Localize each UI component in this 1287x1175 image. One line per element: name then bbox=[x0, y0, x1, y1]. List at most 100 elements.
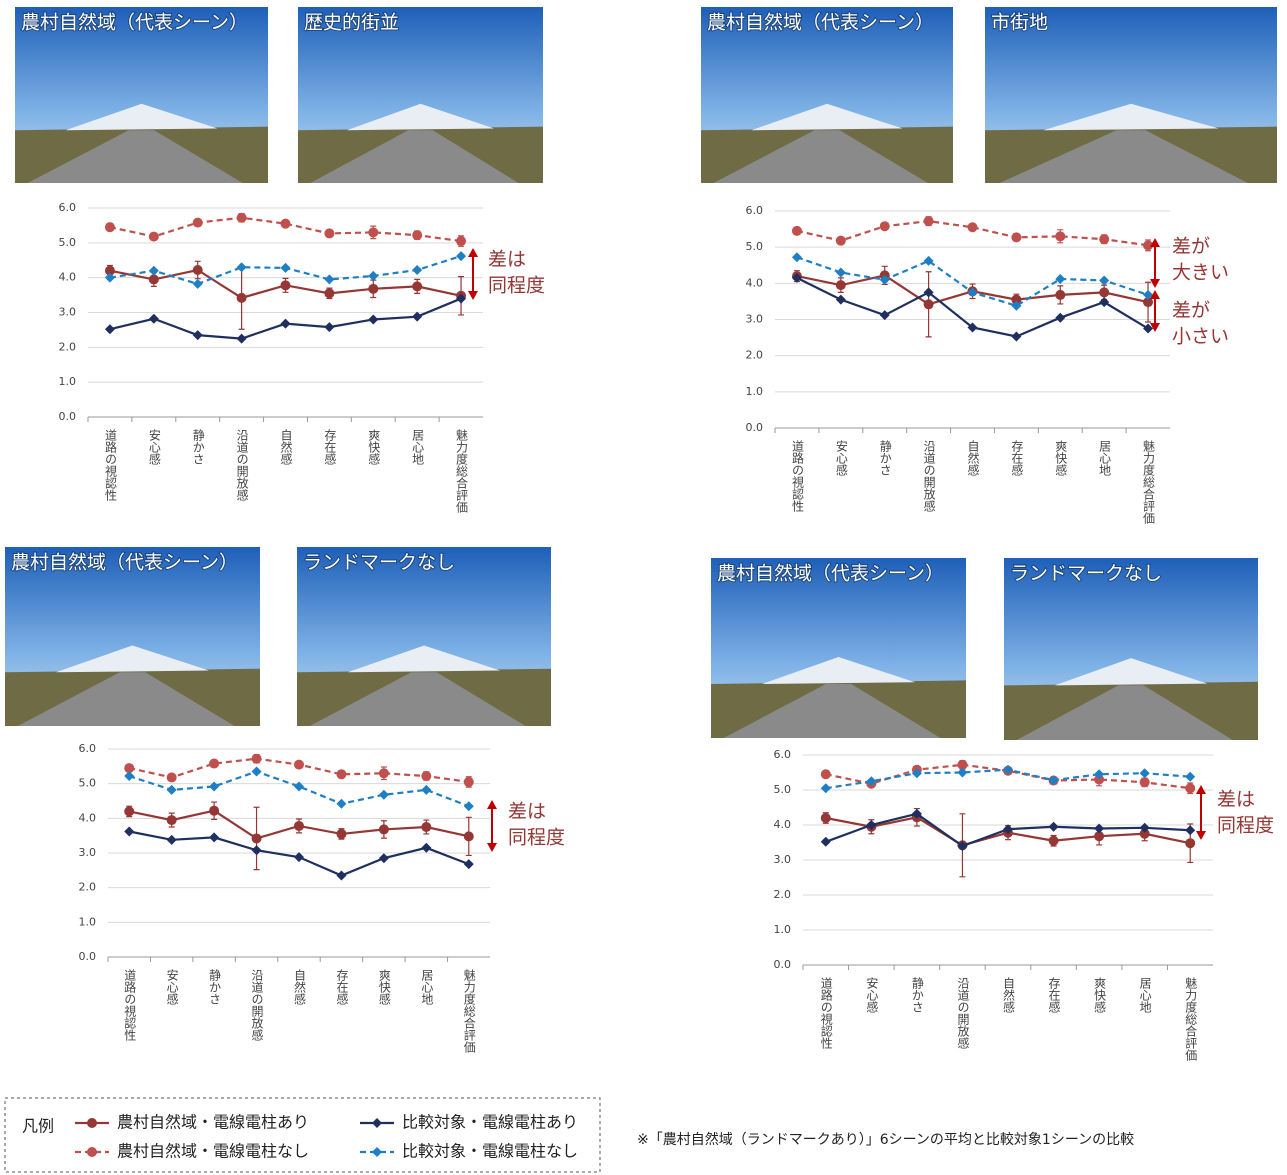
y-tick-label: 4.0 bbox=[746, 276, 764, 289]
marker bbox=[821, 813, 831, 823]
marker bbox=[294, 760, 304, 770]
x-tick-label: 存在感 bbox=[335, 969, 349, 1005]
marker bbox=[836, 295, 846, 305]
marker bbox=[1055, 274, 1065, 284]
photo-caption: 歴史的街並 bbox=[304, 12, 399, 34]
marker bbox=[412, 312, 422, 322]
y-tick-label: 1.0 bbox=[746, 385, 764, 398]
marker bbox=[294, 852, 304, 862]
marker bbox=[1055, 313, 1065, 323]
marker bbox=[336, 799, 346, 809]
marker bbox=[1185, 825, 1195, 835]
marker bbox=[124, 806, 134, 816]
marker bbox=[880, 310, 890, 320]
photo-caption: 農村自然域（代表シーン） bbox=[21, 12, 248, 34]
marker bbox=[252, 833, 262, 843]
series-line bbox=[110, 299, 461, 339]
annotation: 同程度 bbox=[508, 827, 565, 849]
marker bbox=[1055, 231, 1065, 241]
marker bbox=[836, 280, 846, 290]
photo-caption: ランドマークなし bbox=[1010, 563, 1162, 585]
y-tick-label: 0.0 bbox=[59, 410, 77, 423]
marker bbox=[421, 822, 431, 832]
note: ※「農村自然域（ランドマークあり）」6シーンの平均と比較対象1シーンの比較 bbox=[637, 1131, 1134, 1148]
y-tick-label: 5.0 bbox=[746, 240, 764, 253]
marker bbox=[209, 806, 219, 816]
marker bbox=[237, 262, 247, 272]
annotation: 小さい bbox=[1172, 326, 1229, 348]
marker bbox=[368, 284, 378, 294]
y-tick-label: 4.0 bbox=[79, 811, 97, 824]
marker bbox=[1099, 275, 1109, 285]
y-tick-label: 2.0 bbox=[79, 881, 97, 894]
marker bbox=[368, 314, 378, 324]
annotation: 差は bbox=[488, 249, 526, 271]
x-tick-label: 道路の視認性 bbox=[819, 977, 833, 1050]
marker bbox=[1185, 772, 1195, 782]
x-tick-label: 沿道の開放感 bbox=[922, 440, 936, 512]
annotation: 差が bbox=[1172, 300, 1210, 322]
y-tick-label: 1.0 bbox=[774, 923, 792, 936]
marker bbox=[821, 769, 831, 779]
marker bbox=[281, 263, 291, 273]
x-tick-label: 爽快感 bbox=[377, 969, 391, 1005]
marker bbox=[821, 783, 831, 793]
annotation: 差が bbox=[1172, 236, 1210, 258]
marker bbox=[1011, 232, 1021, 242]
marker bbox=[924, 216, 934, 226]
marker bbox=[105, 222, 115, 232]
marker bbox=[792, 252, 802, 262]
marker bbox=[237, 213, 247, 223]
marker bbox=[167, 815, 177, 825]
x-tick-label: 安心感 bbox=[865, 976, 879, 1013]
marker bbox=[336, 871, 346, 881]
marker bbox=[1140, 777, 1150, 787]
y-tick-label: 6.0 bbox=[746, 204, 764, 217]
x-tick-label: 自然感 bbox=[279, 429, 293, 465]
marker bbox=[421, 771, 431, 781]
marker bbox=[379, 824, 389, 834]
y-tick-label: 3.0 bbox=[79, 846, 97, 859]
y-tick-label: 3.0 bbox=[774, 853, 792, 866]
marker bbox=[193, 330, 203, 340]
x-tick-label: 沿道の開放感 bbox=[250, 969, 264, 1041]
legend-label: 比較対象・電線電柱あり bbox=[402, 1113, 578, 1132]
marker bbox=[149, 314, 159, 324]
legend-marker bbox=[372, 1147, 382, 1157]
marker bbox=[209, 781, 219, 791]
marker bbox=[924, 299, 934, 309]
x-tick-label: 沿道の開放感 bbox=[956, 977, 970, 1049]
marker bbox=[379, 768, 389, 778]
x-tick-label: 魅力度総合評価 bbox=[1184, 976, 1198, 1061]
y-tick-label: 0.0 bbox=[79, 950, 97, 963]
x-tick-label: 魅力度総合評価 bbox=[455, 428, 469, 513]
x-tick-label: 静かさ bbox=[191, 429, 205, 465]
marker bbox=[209, 759, 219, 769]
x-tick-label: 安心感 bbox=[165, 968, 179, 1005]
marker bbox=[294, 821, 304, 831]
x-tick-label: 存在感 bbox=[1010, 440, 1024, 476]
marker bbox=[1049, 822, 1059, 832]
marker bbox=[124, 827, 134, 837]
y-tick-label: 1.0 bbox=[79, 915, 97, 928]
x-tick-label: 自然感 bbox=[293, 969, 307, 1005]
marker bbox=[193, 265, 203, 275]
marker bbox=[237, 293, 247, 303]
x-tick-label: 自然感 bbox=[966, 440, 980, 476]
legend-marker bbox=[87, 1118, 97, 1128]
y-tick-label: 3.0 bbox=[59, 306, 77, 319]
marker bbox=[167, 835, 177, 845]
x-tick-label: 魅力度総合評価 bbox=[1142, 439, 1156, 524]
y-tick-label: 5.0 bbox=[59, 236, 77, 249]
marker bbox=[957, 768, 967, 778]
annotation: 大きい bbox=[1172, 262, 1229, 284]
marker bbox=[464, 777, 474, 787]
x-tick-label: 沿道の開放感 bbox=[235, 429, 249, 501]
y-tick-label: 0.0 bbox=[746, 421, 764, 434]
marker bbox=[281, 219, 291, 229]
x-tick-label: 静かさ bbox=[910, 977, 924, 1013]
legend-label: 農村自然域・電線電柱あり bbox=[117, 1113, 309, 1132]
marker bbox=[193, 218, 203, 228]
marker bbox=[464, 831, 474, 841]
marker bbox=[324, 288, 334, 298]
